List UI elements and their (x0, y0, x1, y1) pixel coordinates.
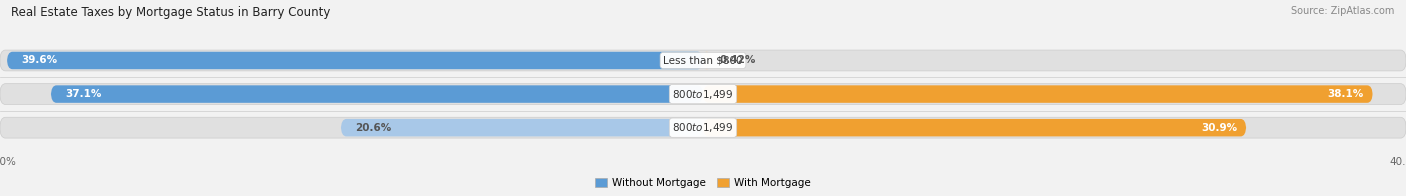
Text: 30.9%: 30.9% (1201, 123, 1237, 133)
FancyBboxPatch shape (7, 52, 703, 69)
Text: $800 to $1,499: $800 to $1,499 (672, 121, 734, 134)
Text: Real Estate Taxes by Mortgage Status in Barry County: Real Estate Taxes by Mortgage Status in … (11, 6, 330, 19)
FancyBboxPatch shape (51, 85, 703, 103)
Text: 39.6%: 39.6% (21, 55, 58, 65)
FancyBboxPatch shape (703, 85, 1372, 103)
Text: 38.1%: 38.1% (1327, 89, 1364, 99)
FancyBboxPatch shape (0, 117, 1406, 138)
Text: Less than $800: Less than $800 (664, 55, 742, 65)
Text: 37.1%: 37.1% (65, 89, 101, 99)
Text: Source: ZipAtlas.com: Source: ZipAtlas.com (1291, 6, 1395, 16)
Legend: Without Mortgage, With Mortgage: Without Mortgage, With Mortgage (591, 174, 815, 192)
Text: 20.6%: 20.6% (354, 123, 391, 133)
FancyBboxPatch shape (0, 50, 1406, 71)
FancyBboxPatch shape (340, 119, 703, 136)
FancyBboxPatch shape (0, 84, 1406, 104)
Text: 0.42%: 0.42% (720, 55, 755, 65)
FancyBboxPatch shape (703, 119, 1246, 136)
FancyBboxPatch shape (703, 52, 710, 69)
Text: $800 to $1,499: $800 to $1,499 (672, 88, 734, 101)
